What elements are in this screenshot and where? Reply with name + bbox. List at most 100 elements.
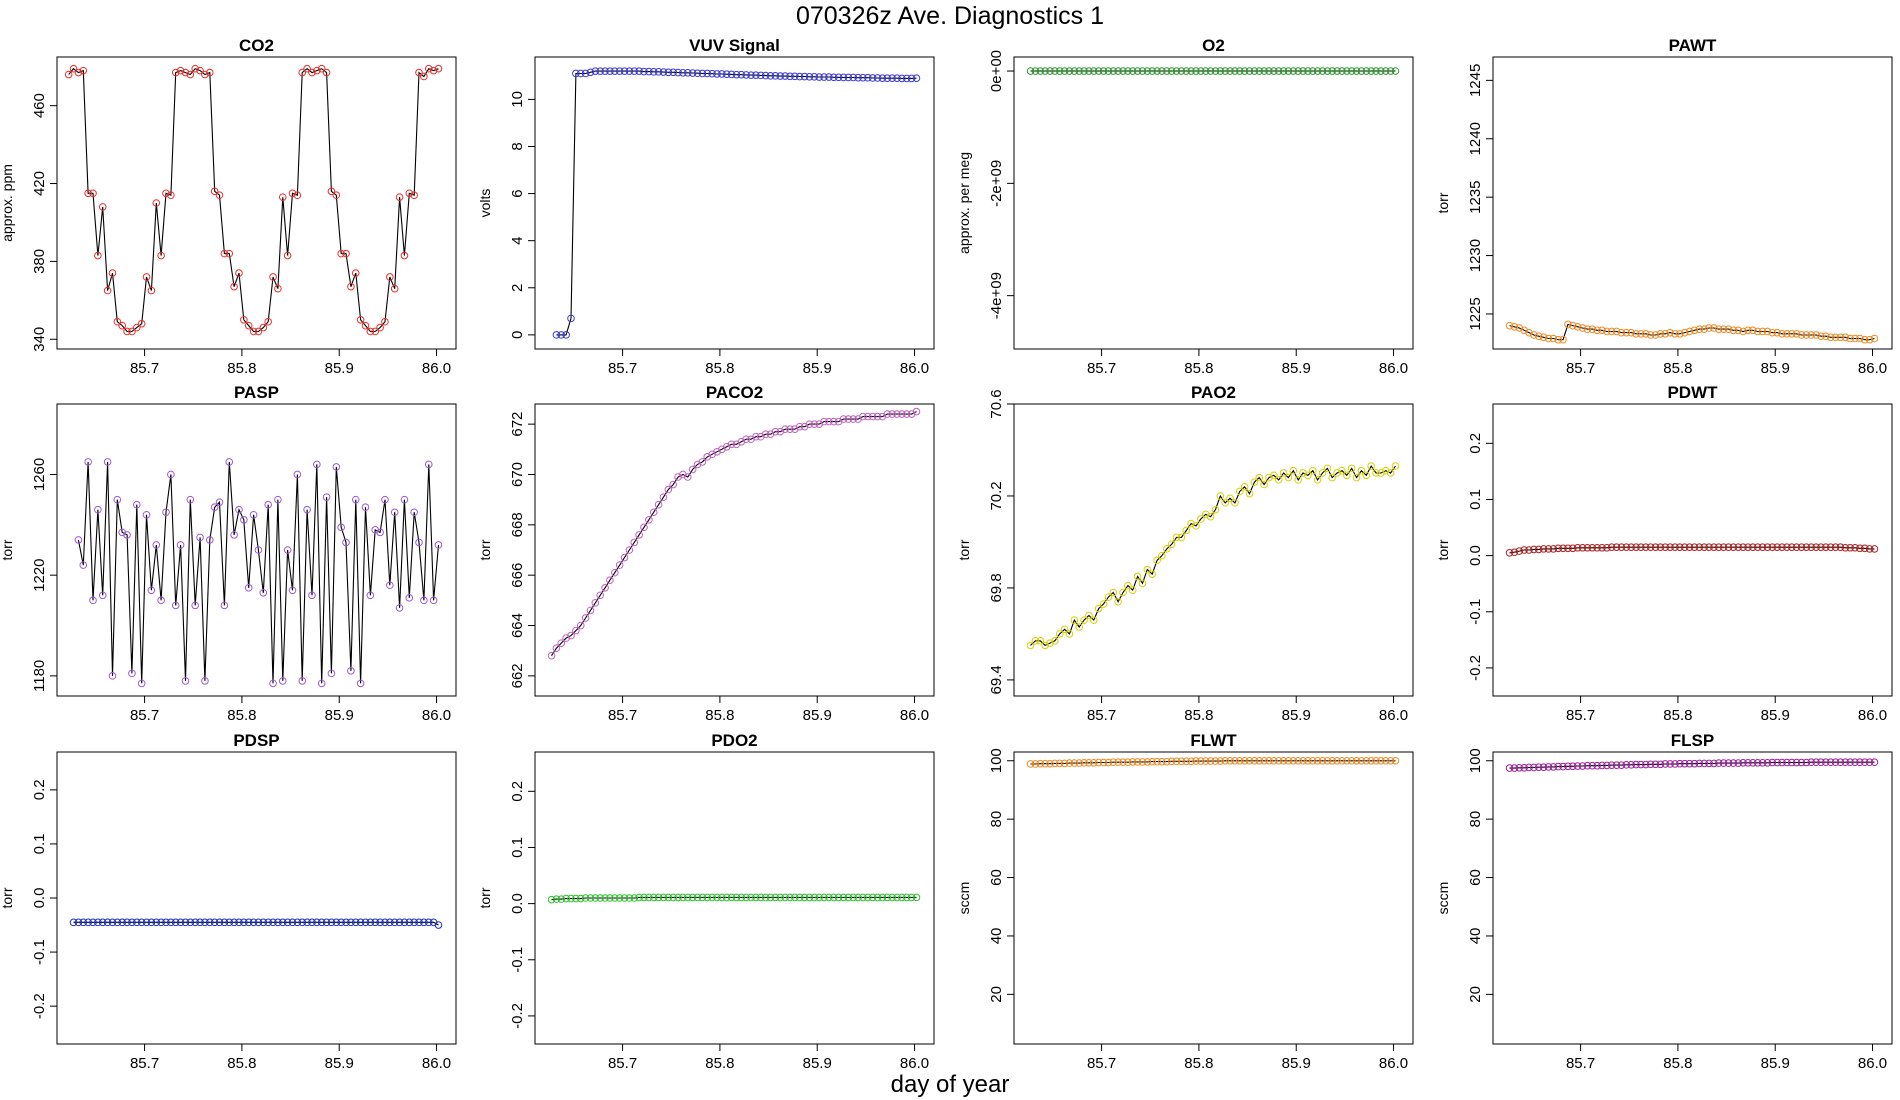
data-point xyxy=(342,918,350,927)
data-point xyxy=(669,893,677,902)
data-point xyxy=(1352,756,1361,765)
data-point xyxy=(1627,543,1635,551)
y-tick-label: -0.1 xyxy=(1467,599,1484,625)
data-point xyxy=(1593,326,1601,335)
data-point xyxy=(1768,758,1777,767)
data-point xyxy=(1627,328,1635,337)
data-point xyxy=(1515,324,1524,332)
data-point xyxy=(1656,330,1665,338)
figure-x-axis-label: day of year xyxy=(890,1071,1010,1098)
data-point xyxy=(718,70,726,78)
data-point xyxy=(1520,546,1528,554)
data-point xyxy=(1177,67,1186,75)
data-point xyxy=(1612,327,1621,336)
panel-title: PDO2 xyxy=(711,731,757,750)
data-point xyxy=(1109,588,1118,597)
data-point xyxy=(1138,758,1147,766)
data-point xyxy=(1836,333,1845,342)
data-point xyxy=(313,918,321,927)
data-point xyxy=(288,189,297,198)
data-point xyxy=(829,893,838,902)
data-point xyxy=(1206,512,1215,521)
data-point xyxy=(133,323,141,332)
data-point xyxy=(1860,544,1869,553)
data-point xyxy=(1676,759,1684,768)
data-point xyxy=(235,505,243,514)
data-point xyxy=(1646,331,1655,339)
data-point xyxy=(230,918,238,927)
data-point xyxy=(1158,757,1166,766)
data-point xyxy=(844,893,853,902)
y-tick-label: 20 xyxy=(988,986,1005,1003)
data-point xyxy=(752,893,760,902)
data-point xyxy=(176,541,185,549)
data-point xyxy=(683,68,692,77)
data-point xyxy=(293,191,302,200)
x-tick-label: 85.8 xyxy=(705,1055,734,1072)
data-point xyxy=(269,918,277,927)
data-point xyxy=(1235,756,1244,765)
data-point xyxy=(1826,758,1835,767)
data-point xyxy=(854,893,862,902)
data-point xyxy=(415,538,423,547)
data-point xyxy=(1377,756,1385,765)
data-point xyxy=(1768,328,1777,337)
data-point xyxy=(1211,67,1220,75)
data-point xyxy=(567,314,575,323)
data-point xyxy=(737,70,746,79)
data-point xyxy=(356,679,365,688)
data-point xyxy=(820,73,828,81)
data-point xyxy=(351,269,360,277)
data-point xyxy=(1637,330,1645,338)
data-point xyxy=(761,893,770,902)
panel-title: PDSP xyxy=(233,731,279,750)
data-point xyxy=(1055,67,1064,75)
x-tick-label: 86.0 xyxy=(1858,1055,1887,1072)
y-tick-label: 10 xyxy=(509,91,526,108)
data-point xyxy=(839,73,848,82)
data-point xyxy=(74,536,83,544)
data-point xyxy=(420,72,428,81)
data-point xyxy=(1046,639,1054,647)
data-point xyxy=(834,73,843,82)
data-point xyxy=(1817,543,1825,551)
data-point xyxy=(829,73,838,82)
data-point xyxy=(337,249,345,258)
x-tick-label: 85.9 xyxy=(325,1055,354,1072)
data-point xyxy=(1851,543,1859,552)
data-point xyxy=(1846,334,1854,343)
data-point xyxy=(1573,323,1582,331)
data-point xyxy=(1226,756,1234,765)
data-point xyxy=(1255,756,1264,765)
data-point xyxy=(1240,756,1249,765)
data-point xyxy=(196,533,204,542)
data-point xyxy=(1539,333,1548,342)
data-point xyxy=(606,67,614,75)
data-point xyxy=(278,918,287,927)
data-point xyxy=(781,425,789,433)
data-point xyxy=(303,918,311,927)
data-point xyxy=(1617,761,1626,769)
data-point xyxy=(810,72,819,81)
data-point xyxy=(1822,332,1830,340)
data-point xyxy=(683,893,692,902)
data-point xyxy=(864,73,872,82)
data-point xyxy=(1607,327,1616,336)
data-point xyxy=(390,508,399,517)
y-axis-label: torr xyxy=(1435,192,1451,213)
data-point xyxy=(1270,756,1278,765)
data-point xyxy=(1603,543,1611,552)
data-point xyxy=(1598,543,1606,552)
data-point xyxy=(761,71,770,80)
data-point xyxy=(581,894,590,902)
data-point xyxy=(1695,543,1704,551)
data-point xyxy=(220,601,229,610)
data-point xyxy=(1338,756,1346,765)
data-point xyxy=(1270,471,1278,480)
data-point xyxy=(317,918,326,927)
data-point xyxy=(1036,637,1045,645)
x-tick-label: 85.7 xyxy=(130,707,159,724)
data-point xyxy=(718,893,726,902)
data-point xyxy=(1661,543,1670,551)
data-point xyxy=(649,893,658,902)
